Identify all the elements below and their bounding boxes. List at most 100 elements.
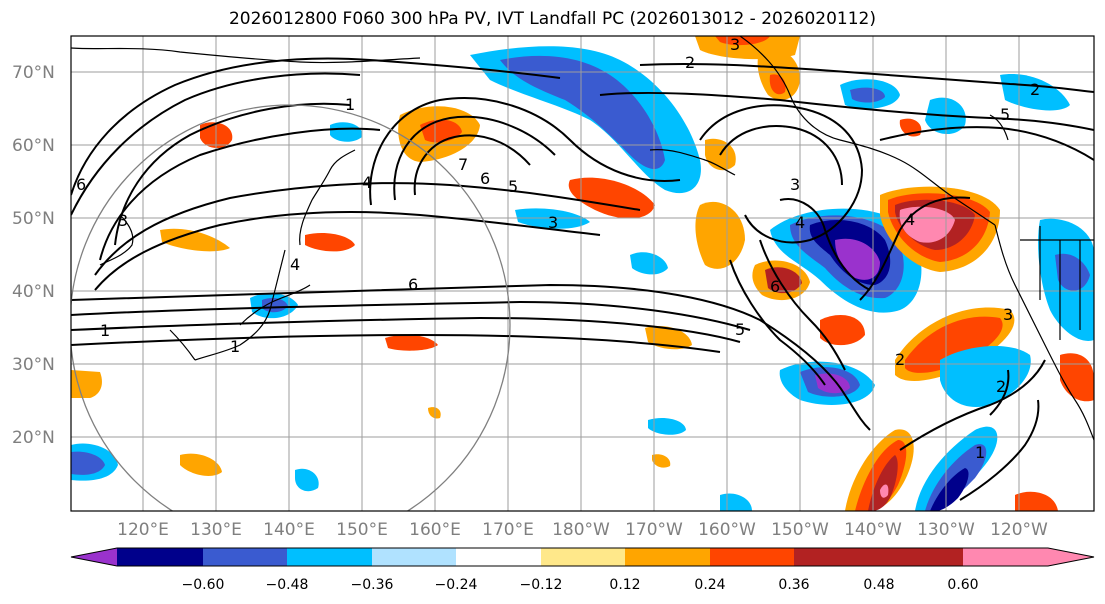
contour-label: 4: [905, 210, 915, 229]
contour-label: 2: [996, 377, 1006, 396]
lon-label: 140°E: [263, 520, 315, 540]
negative-anomaly-region: [500, 55, 665, 170]
lon-label: 130°W: [917, 520, 975, 540]
contour-label: 3: [790, 175, 800, 194]
contour-label: 2: [685, 53, 695, 72]
contour-label: 5: [508, 177, 518, 196]
colorbar-segment: [372, 548, 456, 566]
colorbar-segment: [287, 548, 372, 566]
colorbar-tick-label: 0.24: [694, 577, 725, 593]
colorbar-tick-label: 0.48: [863, 577, 894, 593]
pv-contours: [71, 57, 1094, 501]
colorbar-outline: [70, 547, 1095, 567]
lon-label: 130°E: [190, 520, 242, 540]
colorbar-under-arrow: [71, 548, 117, 566]
figure-title: 2026012800 F060 300 hPa PV, IVT Landfall…: [228, 9, 876, 29]
negative-anomaly-region: [1055, 253, 1090, 291]
lon-label: 120°E: [117, 520, 169, 540]
negative-anomaly-region: [515, 208, 590, 229]
colorbar-ticks: −0.60 −0.48 −0.36 −0.24 −0.12 0.12 0.24 …: [182, 577, 979, 593]
positive-anomaly-region: [715, 36, 770, 46]
contour-label: 1: [975, 443, 985, 462]
positive-anomaly-region: [695, 201, 745, 269]
negative-anomaly-region: [850, 87, 885, 103]
lon-label: 170°W: [625, 520, 683, 540]
contour-label: 6: [480, 169, 490, 188]
negative-anomaly-region: [648, 418, 686, 435]
lat-label: 20°N: [12, 428, 55, 448]
contour-label: 3: [1003, 305, 1013, 324]
map-contents: 1 2 3 4 5 6 7 1 2 3 4 5 6 4 3 2 1 4 3 6 …: [71, 36, 1094, 511]
contour-label: 6: [770, 277, 780, 296]
longitude-labels: 120°E 130°E 140°E 150°E 160°E 170°E 180°…: [117, 520, 1048, 540]
contour-label: 3: [118, 211, 128, 230]
positive-anomaly-region: [385, 334, 438, 351]
positive-anomaly-region: [428, 407, 441, 419]
gridlines: [71, 36, 1094, 511]
contour-label: 3: [548, 213, 558, 232]
positive-anomaly-region: [899, 206, 955, 243]
contour-label: 1: [100, 321, 110, 340]
contour-label: 2: [895, 350, 905, 369]
colorbar-tick-label: 0.12: [609, 577, 640, 593]
contour-label: 4: [362, 173, 372, 192]
colorbar-tick-label: −0.48: [266, 577, 309, 593]
colorbar-segment: [794, 548, 879, 566]
positive-anomaly-region: [905, 316, 1003, 373]
lon-label: 160°W: [698, 520, 756, 540]
positive-anomaly-region: [71, 370, 102, 398]
colorbar-segment: [541, 548, 625, 566]
lon-label: 120°W: [990, 520, 1048, 540]
colorbar-segment: [456, 548, 541, 566]
positive-anomaly-region: [652, 454, 671, 468]
lat-label: 70°N: [12, 63, 55, 83]
negative-anomaly-region: [330, 122, 363, 142]
contour-label: 4: [290, 255, 300, 274]
negative-anomaly-region: [71, 451, 105, 475]
colorbar: −0.60 −0.48 −0.36 −0.24 −0.12 0.12 0.24 …: [70, 547, 1095, 593]
colorbar-tick-label: 0.60: [947, 577, 978, 593]
lat-label: 60°N: [12, 136, 55, 156]
lat-label: 40°N: [12, 282, 55, 302]
contour-label: 1: [230, 337, 240, 356]
positive-anomaly-region: [1015, 491, 1058, 511]
colorbar-segment: [963, 548, 1048, 566]
radius-circle: [71, 104, 511, 511]
positive-anomaly-region: [180, 453, 222, 476]
lon-label: 160°E: [409, 520, 461, 540]
positive-anomaly-region: [160, 228, 230, 252]
contour-label: 6: [408, 275, 418, 294]
positive-anomaly-region: [880, 484, 889, 498]
negative-anomaly-region: [930, 468, 969, 511]
lat-label: 50°N: [12, 209, 55, 229]
colorbar-over-arrow: [1048, 548, 1094, 566]
colorbar-segment: [203, 548, 287, 566]
coastlines: [71, 36, 1094, 441]
negative-anomaly-region: [1000, 74, 1070, 111]
colorbar-segment: [117, 548, 203, 566]
contour-label: 6: [76, 175, 86, 194]
contour-labels: 1 2 3 4 5 6 7 1 2 3 4 5 6 4 3 2 1 4 3 6 …: [76, 36, 1040, 462]
colorbar-tick-label: −0.60: [182, 577, 225, 593]
colorbar-tick-label: −0.24: [435, 577, 478, 593]
contour-label: 1: [345, 95, 355, 114]
map-border: [70, 35, 1095, 512]
contour-label: 5: [735, 320, 745, 339]
colorbar-tick-label: −0.12: [520, 577, 563, 593]
colorbar-tick-label: −0.36: [351, 577, 394, 593]
negative-anomaly-region: [720, 493, 752, 511]
positive-anomaly-region: [820, 315, 865, 346]
contour-label: 7: [458, 155, 468, 174]
lon-label: 150°W: [771, 520, 829, 540]
lon-label: 150°E: [336, 520, 388, 540]
positive-anomaly-region: [868, 455, 898, 511]
colorbar-segment: [625, 548, 710, 566]
lon-label: 170°E: [482, 520, 534, 540]
contour-label: 2: [1030, 80, 1040, 99]
lat-label: 30°N: [12, 355, 55, 375]
contour-label: 4: [795, 213, 805, 232]
colorbar-segment: [879, 548, 963, 566]
colorbar-tick-label: 0.36: [778, 577, 809, 593]
colorbar-segment: [710, 548, 794, 566]
